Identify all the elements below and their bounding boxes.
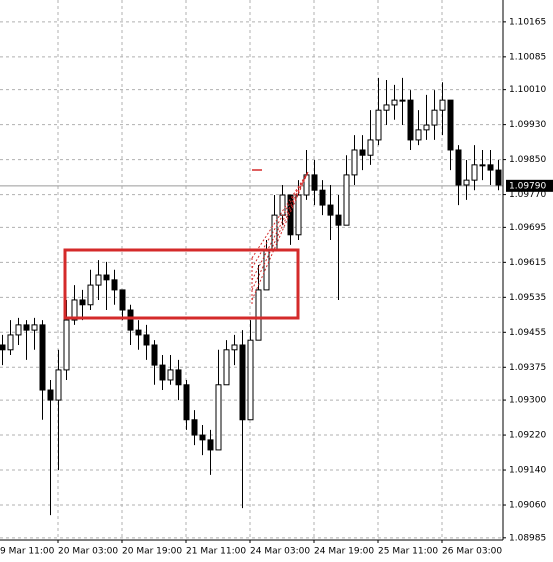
candle-body [135,329,142,336]
candle-body [399,99,406,102]
candle-body [159,364,166,381]
candle-body [143,334,150,346]
y-tick-label: 1.09455 [509,328,546,338]
y-tick-label: 1.09140 [509,466,546,476]
y-tick-label: 1.09695 [509,223,546,233]
candle-body [175,369,182,386]
y-tick-label: 1.09300 [509,396,546,406]
x-tick-label: 20 Mar 03:00 [58,547,118,557]
candle-body [151,344,158,366]
candles [0,77,502,516]
y-tick-label: 1.08985 [509,533,546,543]
candle-body [423,124,430,131]
candle-body [207,439,214,451]
x-tick-label: 26 Mar 03:00 [442,547,502,557]
candle-body [447,99,454,151]
candle-body [119,289,126,311]
candle-body [55,369,62,401]
candle-body [455,149,462,186]
x-tick-label: 20 Mar 19:00 [122,547,182,557]
candle-body [351,149,358,176]
candle-body [7,334,14,351]
candle-body [223,349,230,386]
candle-body [383,104,390,111]
candle-body [239,344,246,421]
candle-body [95,274,102,286]
candle-body [327,204,334,216]
candle-body [463,179,470,186]
candle-body [431,109,438,126]
axes: 1.10165 1.10085 1.10010 1.09930 1.09850 1.097… [0,17,553,557]
candle-body [0,344,6,351]
x-tick-label: 21 Mar 11:00 [186,547,246,557]
candle-body [127,309,134,331]
candle-body [343,174,350,226]
candle-body [495,169,502,186]
y-tick-label: 1.09850 [509,155,546,165]
candle-body [319,189,326,206]
candle-body [247,339,254,421]
x-tick-label: 25 Mar 11:00 [378,547,438,557]
y-tick-label: 1.09930 [509,120,546,130]
arrow-annotations [251,171,309,305]
candle-body [359,149,366,156]
y-tick-label: 1.09375 [509,363,546,373]
candle-body [183,384,190,421]
candle-body [439,99,446,111]
y-tick-label: 1.09535 [509,293,546,303]
candle-body [31,324,38,331]
candle-body [375,109,382,141]
candle-body [87,284,94,306]
candle-body [191,419,198,436]
y-tick-label: 1.10165 [509,17,546,27]
candle-body [471,164,478,181]
candle-body [199,434,206,441]
candle-body [79,299,86,306]
candle-body [167,369,174,381]
y-tick-label: 1.09615 [509,258,546,268]
candle-body [311,174,318,191]
current-price-box [506,179,553,192]
x-tick-label: 24 Mar 19:00 [314,547,374,557]
candle-body [63,319,70,371]
y-tick-label: 1.09770 [509,190,546,200]
candle-body [39,324,46,391]
candle-body [71,299,78,321]
candle-body [103,274,110,281]
candle-body [231,344,238,351]
x-tick-label: 9 Mar 11:00 [0,547,55,557]
candle-body [255,289,262,341]
candle-body [295,194,302,236]
candle-body [111,279,118,291]
candle-body [367,139,374,156]
y-tick-label: 1.09220 [509,431,546,441]
candle-body [407,99,414,141]
candle-body [15,324,22,336]
candle-body [391,99,398,106]
candle-body [23,324,30,331]
y-tick-label: 1.09060 [509,501,546,511]
candle-body [479,164,486,167]
candle-body [335,214,342,226]
rectangle-annotation [63,248,300,320]
y-tick-label: 1.10010 [509,85,546,95]
candle-body [47,389,54,401]
candle-body [287,194,294,236]
x-tick-label: 24 Mar 03:00 [250,547,310,557]
candle-body [487,164,494,171]
candle-body [215,384,222,451]
current-price-label: 1.09790 [509,181,546,191]
y-tick-label: 1.10085 [509,52,546,62]
candle-body [415,129,422,141]
